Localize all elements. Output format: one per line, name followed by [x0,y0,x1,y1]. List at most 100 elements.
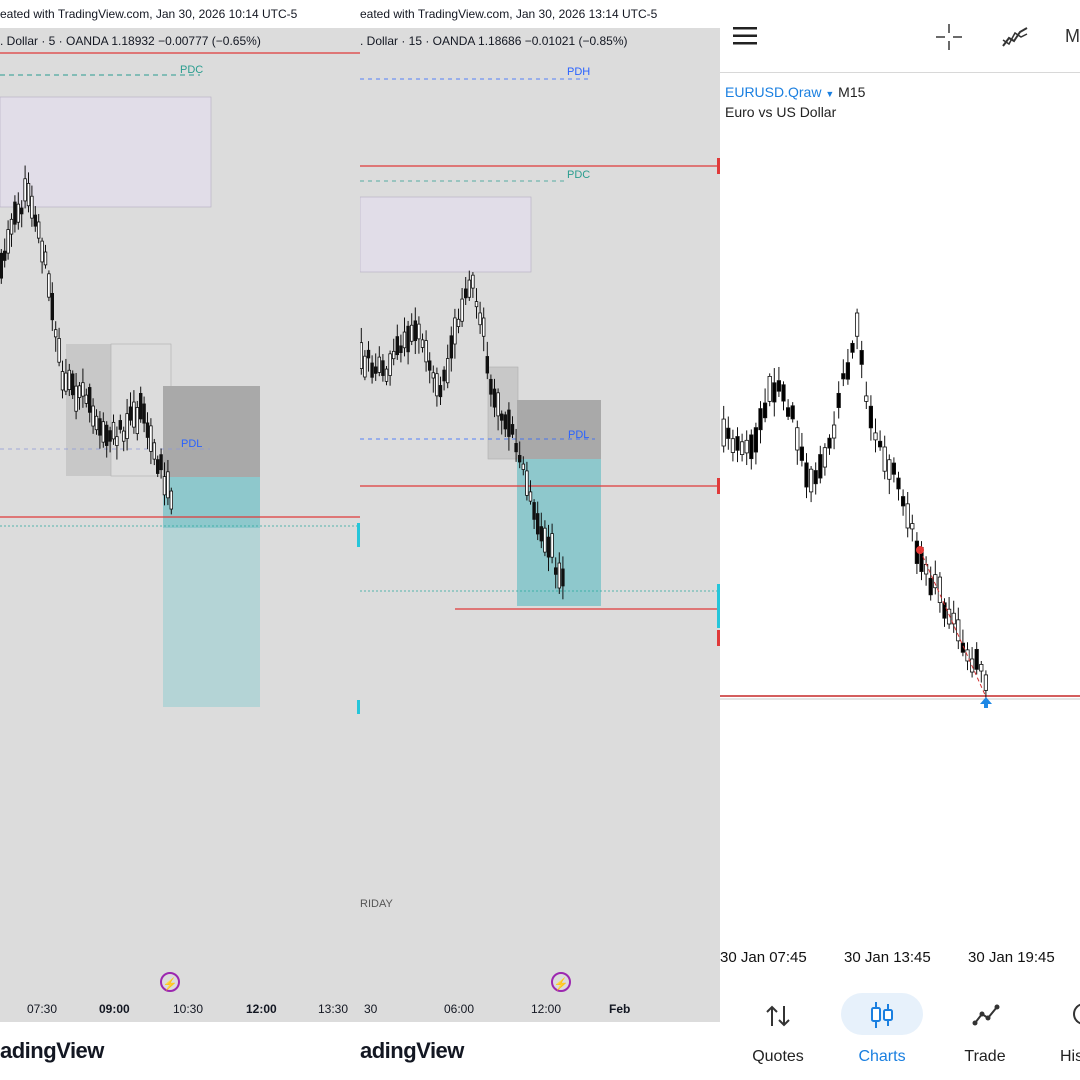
pdl-label: PDL [181,438,203,450]
candle-body [77,385,82,398]
crosshair-icon[interactable] [936,24,962,50]
logo-text: adingView [0,1038,104,1063]
candle-body [149,425,153,452]
candle-body [30,195,34,219]
chart-area[interactable]: PDH PDC PDL RIDAY ⚡ 30 06:00 12:00 Feb [360,28,720,1022]
candle-body [496,392,500,417]
candle-body [152,442,156,460]
candle-body [557,562,561,589]
candle-body [744,439,749,454]
candle-body [162,476,167,496]
candle-body [442,369,446,382]
tradingview-logo: adingView [360,1038,464,1064]
candle-body [854,312,860,337]
candle-body [26,182,31,207]
candle-body [413,320,417,342]
candle-body [420,339,425,348]
candle-body [446,358,450,384]
symbol-dropdown-icon[interactable]: ▼ [825,89,835,99]
candle-body [485,356,489,374]
candle-body [424,340,428,363]
candle-body [23,178,27,202]
x-tick: 09:00 [99,1002,130,1016]
trade-icon [972,1004,1000,1031]
nav-history[interactable]: His [1042,980,1080,1080]
candle-body [478,312,482,326]
candle-body [6,229,10,254]
candle-body [16,203,20,223]
candle-body [499,413,504,421]
candle-body [132,401,136,428]
watermark-header: eated with TradingView.com, Jan 30, 2026… [0,0,360,28]
bottom-nav: Quotes Charts Trade His [720,980,1080,1080]
candle-body [510,424,515,435]
symbol-name[interactable]: EURUSD.Qraw [725,84,822,100]
candle-body [0,252,3,279]
nav-trade[interactable]: Trade [940,980,1030,1080]
top-toolbar: M [720,0,1080,73]
replay-icon[interactable]: ⚡ [160,972,180,992]
candle-body [772,382,777,403]
candle-body [71,373,75,396]
candle-body [928,577,933,596]
candle-body [946,608,952,625]
symbol-header[interactable]: EURUSD.Qraw ▼ M15 [725,84,865,100]
candle-body [546,536,551,558]
candle-body [905,503,910,529]
candle-body [474,301,479,308]
candle-body [169,490,173,510]
candle-body [956,619,961,642]
timeframe[interactable]: M15 [838,84,866,100]
candle-body [786,407,791,417]
candle-body [98,418,102,436]
candle-body [67,369,71,391]
candle-body [111,421,116,440]
candle-body [94,415,99,431]
candle-body [9,218,14,235]
candle-body [399,345,403,353]
candle-body [395,336,399,356]
candle-body [435,373,439,397]
chart-svg-c[interactable] [720,0,1080,900]
candle-body [730,438,735,453]
hamburger-menu-icon[interactable] [733,27,757,45]
indicator-icon[interactable] [1001,24,1029,50]
nav-charts[interactable]: Charts [837,980,927,1080]
candle-body [431,372,435,379]
candle-body [60,371,65,391]
x-tick: 30 Jan 07:45 [720,949,807,966]
candle-body [402,331,407,349]
replay-icon[interactable]: ⚡ [551,972,571,992]
position-target-zone [163,528,260,707]
price-axis-marker [357,700,360,714]
candle-body [553,567,558,575]
candle-body [122,430,126,442]
nav-label: Charts [858,1048,906,1065]
candle-body [539,526,543,542]
position-risk-zone [517,400,601,459]
nav-label: Quotes [752,1048,804,1065]
tradingview-chart-5m: eated with TradingView.com, Jan 30, 2026… [0,0,360,1080]
candle-body [492,388,497,408]
candle-body [868,405,873,429]
nav-quotes[interactable]: Quotes [733,980,823,1080]
candle-body [781,384,786,402]
candle-body [33,214,37,227]
candle-body [503,414,507,430]
x-tick: 13:30 [318,1002,349,1016]
candle-body [392,350,396,360]
candle-body [983,674,989,691]
session-label: RIDAY [360,898,393,910]
candle-body [735,436,740,451]
toolbar-extra[interactable]: M [1065,26,1080,46]
candle-body [528,491,533,502]
candle-body [57,338,61,363]
fvg-zone [488,367,518,459]
logo-text: adingView [360,1038,464,1063]
candle-body [832,424,837,439]
candle-body [739,441,745,455]
candle-body [40,240,44,263]
chart-area[interactable]: PDC PDL ⚡ 07:30 09:00 10:30 12:00 13:30 [0,28,360,1022]
candle-body [836,392,841,408]
candle-body [489,378,493,395]
